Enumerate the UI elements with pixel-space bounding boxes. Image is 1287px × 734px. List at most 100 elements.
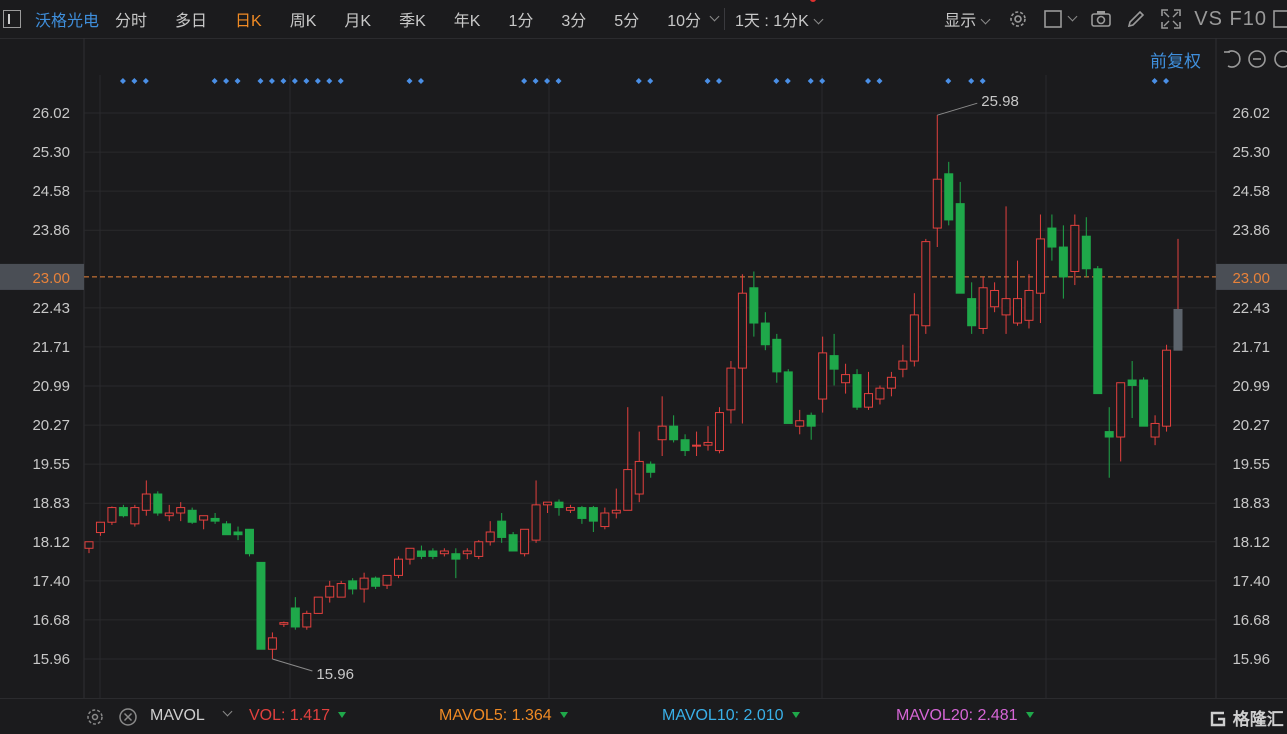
pencil-icon[interactable] [1126, 9, 1146, 29]
event-marker-icon[interactable] [223, 78, 230, 84]
tab-weekly-k[interactable]: 周K [289, 13, 317, 30]
candlestick-chart[interactable]: 26.02 26.02 25.30 25.30 24.58 24.58 23.86 23.86… [0, 38, 1287, 698]
candle-body[interactable] [703, 441, 713, 446]
candle-body[interactable] [107, 507, 117, 523]
candle-body[interactable] [187, 509, 197, 523]
candle-body[interactable] [1093, 268, 1103, 395]
vs-f10-button[interactable]: VS F10 [1194, 7, 1267, 30]
more-periods-chevron-icon[interactable] [709, 11, 720, 21]
candle-body[interactable] [783, 371, 793, 424]
event-marker-icon[interactable] [773, 78, 780, 84]
event-marker-icon[interactable] [704, 78, 711, 84]
candle-body[interactable] [657, 425, 667, 441]
event-marker-icon[interactable] [945, 78, 952, 84]
candle-body[interactable] [646, 463, 656, 473]
candle-body[interactable] [348, 580, 358, 590]
candle-body[interactable] [543, 501, 553, 506]
candle-body[interactable] [600, 512, 610, 528]
candle-body[interactable] [1035, 238, 1045, 294]
candle-body[interactable] [451, 553, 461, 560]
candle-body[interactable] [199, 515, 209, 521]
candle-body[interactable] [508, 534, 518, 552]
camera-icon[interactable] [1090, 9, 1112, 29]
candle-body[interactable] [462, 550, 472, 555]
candle-body[interactable] [95, 521, 105, 534]
candle-body[interactable] [1047, 227, 1057, 248]
candle-body[interactable] [1013, 298, 1023, 324]
candle-body[interactable] [439, 550, 449, 555]
candle-body[interactable] [623, 469, 633, 511]
candle-body[interactable] [1001, 298, 1011, 316]
tab-3min[interactable]: 3分 [561, 13, 587, 30]
candle-body[interactable] [611, 509, 621, 514]
event-marker-icon[interactable] [532, 78, 539, 84]
indicator-select[interactable]: MAVOL [150, 707, 205, 725]
candle-body[interactable] [520, 528, 530, 555]
candle-body[interactable] [863, 393, 873, 408]
candle-body[interactable] [233, 531, 243, 536]
candle-body[interactable] [577, 507, 587, 519]
event-marker-icon[interactable] [131, 78, 138, 84]
fullscreen-icon[interactable] [1160, 8, 1182, 30]
event-marker-icon[interactable] [521, 78, 528, 84]
candle-body[interactable] [886, 376, 896, 389]
candle-body[interactable] [1150, 422, 1160, 438]
candle-body[interactable] [290, 607, 300, 628]
event-marker-icon[interactable] [303, 78, 310, 84]
candle-body[interactable] [726, 367, 736, 411]
candle-body[interactable] [325, 585, 335, 598]
candle-body[interactable] [531, 504, 541, 541]
candle-body[interactable] [394, 558, 404, 576]
candle-body[interactable] [737, 292, 747, 369]
candle-body[interactable] [141, 493, 151, 511]
tab-5min[interactable]: 5分 [614, 13, 640, 30]
event-marker-icon[interactable] [1151, 78, 1158, 84]
event-marker-icon[interactable] [784, 78, 791, 84]
candle-body[interactable] [898, 360, 908, 370]
tab-1min[interactable]: 1分 [508, 13, 534, 30]
candle-body[interactable] [118, 507, 128, 517]
candle-body[interactable] [749, 287, 759, 324]
candle-body[interactable] [176, 507, 186, 514]
candle-body[interactable] [806, 414, 816, 427]
window-icon[interactable] [1273, 8, 1287, 30]
price-adjust-toggle[interactable]: 前复权 [1150, 52, 1201, 71]
candle-body[interactable] [669, 425, 679, 441]
candle-body[interactable] [967, 298, 977, 327]
event-marker-icon[interactable] [647, 78, 654, 84]
candle-body[interactable] [1070, 224, 1080, 272]
candle-body[interactable] [852, 374, 862, 408]
undo-icon[interactable] [1224, 50, 1241, 68]
candle-body[interactable] [485, 531, 495, 543]
zoom-in-icon[interactable] [1274, 50, 1287, 68]
candle-body[interactable] [474, 541, 484, 557]
event-marker-icon[interactable] [968, 78, 975, 84]
event-marker-icon[interactable] [635, 78, 642, 84]
candle-body[interactable] [405, 547, 415, 560]
event-marker-icon[interactable] [979, 78, 986, 84]
tab-timeshare[interactable]: 分时 [115, 13, 148, 30]
candle-body[interactable] [990, 289, 1000, 308]
chevron-down-icon[interactable] [218, 705, 233, 723]
candle-body[interactable] [1162, 349, 1172, 427]
sidebar-toggle-icon[interactable] [3, 10, 21, 28]
candle-body[interactable] [588, 507, 598, 522]
interval-dropdown[interactable]: 1天 : 1分K [735, 0, 824, 31]
candle-body[interactable] [130, 507, 140, 525]
candle-body[interactable] [244, 528, 254, 555]
candle-body[interactable] [210, 517, 220, 522]
candle-body[interactable] [153, 493, 163, 514]
candle-body[interactable] [772, 338, 782, 373]
candle-body[interactable] [256, 561, 266, 650]
event-marker-icon[interactable] [119, 78, 126, 84]
zoom-out-icon[interactable] [1248, 50, 1266, 68]
candle-body[interactable] [428, 550, 438, 557]
candle-body[interactable] [760, 322, 770, 346]
event-marker-icon[interactable] [314, 78, 321, 84]
candle-body[interactable] [909, 314, 919, 362]
display-dropdown[interactable]: 显示 [944, 7, 991, 31]
candle-body[interactable] [382, 574, 392, 586]
tab-monthly-k[interactable]: 月K [344, 13, 372, 30]
candle-body[interactable] [371, 577, 381, 587]
event-marker-icon[interactable] [544, 78, 551, 84]
